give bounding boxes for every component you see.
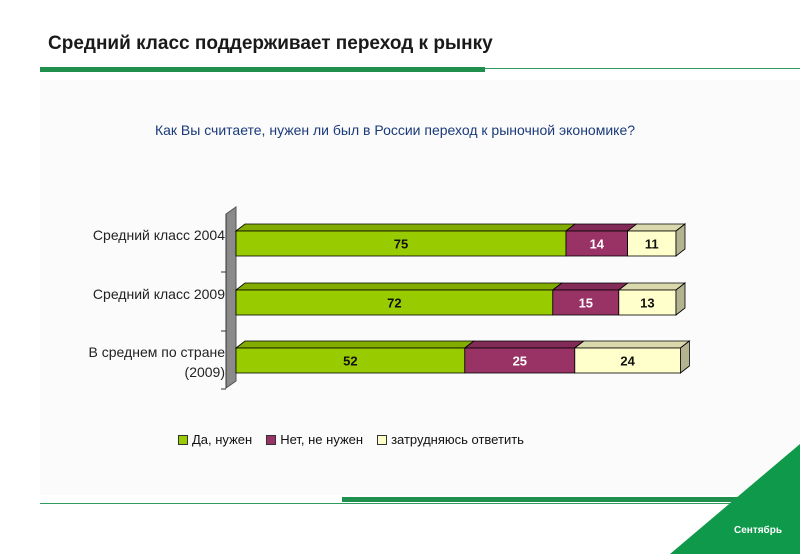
data-label: 52 (343, 354, 357, 369)
data-label: 75 (394, 237, 408, 252)
corner-triangle (670, 444, 800, 554)
bar-top-face (463, 340, 585, 349)
bar-top-face (564, 223, 638, 232)
category-label: Средний класс 2009 (92, 286, 225, 302)
chart-back-wall (225, 206, 237, 389)
bar-side-face (675, 223, 686, 257)
bar-top-face (234, 340, 475, 349)
slide-title: Средний класс поддерживает переход к рын… (48, 33, 493, 54)
legend-label-yes: Да, нужен (192, 432, 253, 447)
chart-legend: Да, нужен Нет, не нужен затрудняюсь отве… (178, 432, 524, 447)
bar-top-face (551, 282, 629, 291)
legend-swatch-undecided (377, 434, 388, 445)
bar-segment (565, 230, 628, 257)
bar-top-face (617, 282, 687, 291)
bar-segment (574, 347, 681, 374)
data-label: 13 (640, 296, 654, 311)
bar-top-face (573, 340, 691, 349)
category-label: В среднем по стране (2009) (88, 344, 225, 380)
data-label: 14 (590, 237, 605, 252)
bar-segment (464, 347, 576, 374)
data-label: 15 (579, 296, 593, 311)
title-underline-thick (40, 67, 485, 72)
legend-label-no: Нет, не нужен (280, 432, 364, 447)
bar-top-face (234, 282, 563, 291)
bar-top-face (234, 223, 577, 232)
category-label: Средний класс 2004 (92, 227, 225, 243)
data-label: 25 (513, 354, 527, 369)
bar-top-face (626, 223, 687, 232)
chart-title: Как Вы считаете, нужен ли был в России п… (154, 122, 636, 138)
bar-side-face (680, 340, 690, 374)
legend-swatch-no (266, 434, 277, 445)
bar-segment (235, 289, 554, 316)
corner-label: Сентябрь (734, 525, 782, 536)
data-label: 24 (620, 354, 635, 369)
bar-segment (552, 289, 620, 316)
footer-line-thick (342, 497, 742, 502)
data-label: 72 (387, 296, 401, 311)
legend-swatch-yes (178, 434, 188, 445)
bar-segment (618, 289, 677, 316)
footer-line-thin (40, 503, 800, 504)
bar-segment (235, 230, 567, 257)
bar-segment (235, 347, 466, 374)
data-label: 11 (645, 237, 659, 252)
bar-side-face (675, 282, 686, 316)
legend-label-undecided: затрудняюсь ответить (391, 432, 524, 447)
